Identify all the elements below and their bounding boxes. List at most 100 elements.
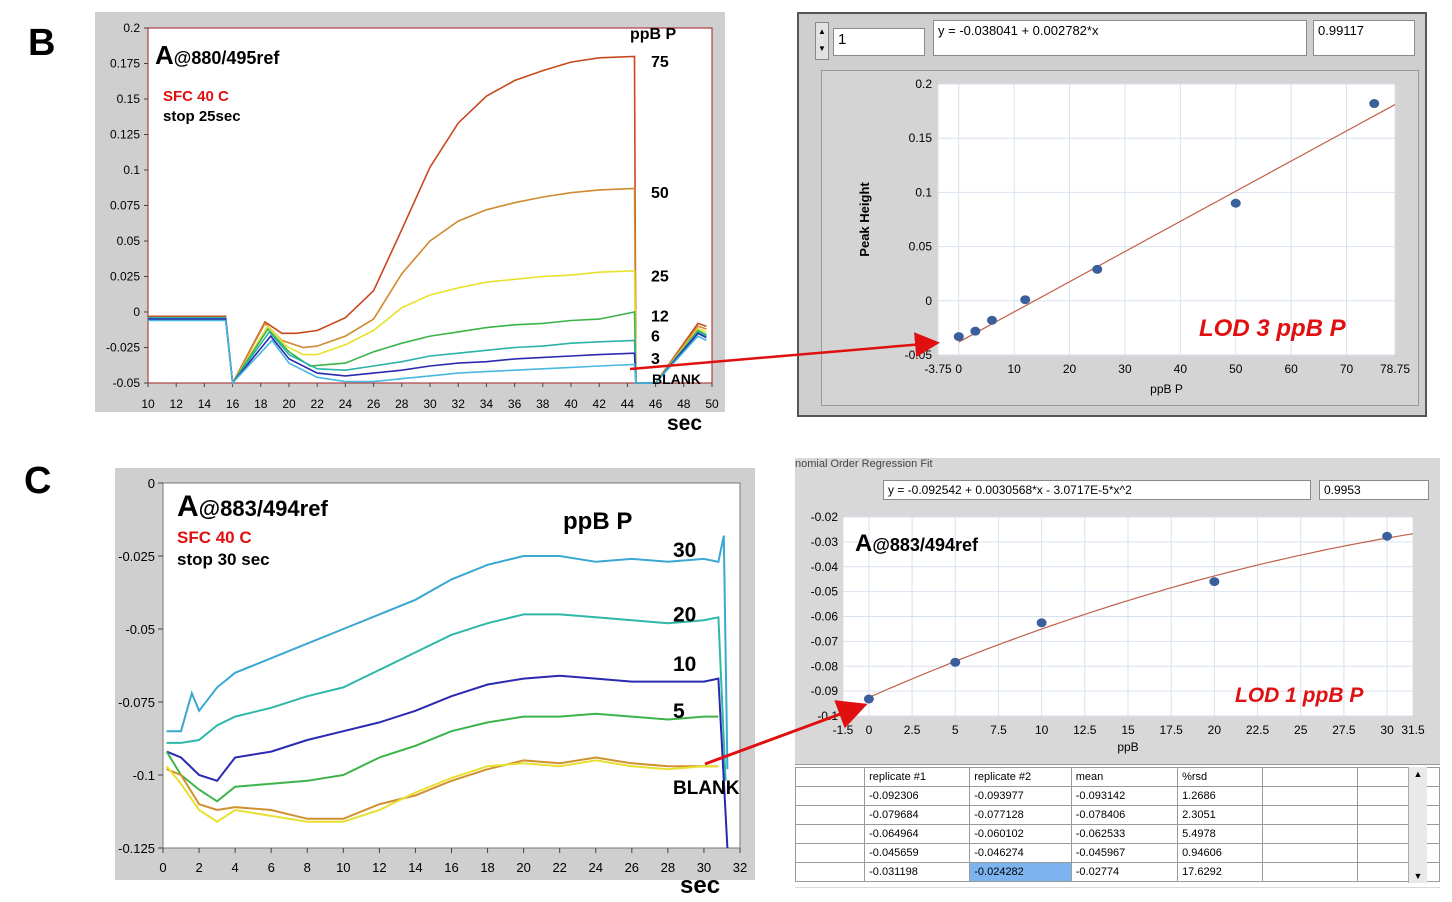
scroll-down-icon[interactable]: ▼ (1413, 871, 1423, 881)
table-empty-cell (1357, 805, 1440, 825)
y-tick-label: -0.05 (905, 348, 933, 362)
panel-c-calibration: nomial Order Regression Fit y = -0.09254… (794, 458, 1440, 888)
fit-equation-field[interactable]: y = -0.038041 + 0.002782*x (933, 20, 1307, 56)
table-cell[interactable]: -0.062533 (1070, 824, 1179, 844)
table-cell[interactable]: -0.024282 (969, 862, 1072, 882)
table-cell[interactable]: 0.94606 (1177, 843, 1264, 863)
replicate-table-header: replicate #1 replicate #2 mean %rsd (794, 767, 1440, 787)
panel-b-timecourse: 10 12 14 16 18 20 22 24 26 28 30 32 34 36 38 40 42 44 46 48… (0, 0, 730, 445)
series-label-30: 30 (673, 539, 696, 562)
y-tick-label: 0.05 (117, 234, 141, 248)
x-tick-label: 14 (198, 397, 212, 411)
x-tick-label: 2 (195, 860, 202, 875)
table-cell[interactable]: -0.079684 (864, 805, 971, 825)
table-cell[interactable]: 1.2686 (1177, 786, 1264, 806)
spin-value-field[interactable]: 1 (833, 28, 925, 56)
y-tick-label: -0.075 (118, 695, 155, 710)
table-cell[interactable]: -0.045659 (864, 843, 971, 863)
x-tick-label: 0 (159, 860, 166, 875)
x-tick-label: 22 (552, 860, 566, 875)
series-label-10: 10 (673, 653, 696, 676)
table-cell[interactable]: -0.092306 (864, 786, 971, 806)
x-tick-label: -1.5 (833, 723, 854, 737)
table-cell[interactable]: 17.6292 (1177, 862, 1264, 882)
x-tick-label: 10 (1007, 362, 1021, 376)
panel-b-annotation-red: SFC 40 C (163, 88, 229, 105)
table-cell[interactable]: -0.093142 (1070, 786, 1179, 806)
scroll-up-icon[interactable]: ▲ (1413, 769, 1423, 779)
y-tick-label: 0.2 (915, 77, 932, 91)
table-empty-header (1357, 767, 1440, 787)
table-cell[interactable]: -0.046274 (969, 843, 1072, 863)
x-tick-label: 18 (254, 397, 268, 411)
x-tick-label: 12.5 (1073, 723, 1097, 737)
table-empty-cell (1262, 786, 1359, 806)
panel-c-plot-area (162, 482, 741, 849)
series-line-20 (166, 613, 727, 781)
spin-down-icon[interactable]: ▼ (818, 44, 826, 53)
panel-b-calibration: ▲ ▼ 1 y = -0.038041 + 0.002782*x 0.99117… (797, 12, 1427, 417)
x-tick-label: 7.5 (990, 723, 1007, 737)
y-tick-label: 0.1 (123, 163, 140, 177)
table-cell[interactable]: -0.077128 (969, 805, 1072, 825)
x-tick-label: 28 (395, 397, 409, 411)
replicate-table-container: replicate #1 replicate #2 mean %rsd -0.0923… (794, 764, 1440, 887)
y-tick-label: 0.125 (110, 128, 140, 142)
panel-b-x-axis-label: sec (667, 412, 703, 435)
y-tick-label: -0.08 (811, 659, 839, 673)
table-row: -0.031198 -0.024282 -0.02774 17.6292 (794, 862, 1440, 882)
table-cell[interactable]: -0.060102 (969, 824, 1072, 844)
r-value-field[interactable]: 0.9953 (1319, 480, 1429, 500)
series-line-blank (166, 756, 719, 820)
series-line-blank (148, 319, 707, 385)
x-tick-label: 46 (649, 397, 663, 411)
table-cell[interactable]: 2.3051 (1177, 805, 1264, 825)
table-empty-cell (1357, 843, 1440, 863)
x-tick-label: 10 (336, 860, 350, 875)
table-scrollbar[interactable]: ▲ ▼ (1408, 767, 1427, 883)
panel-c-calibration-chart: -1.5 0 2.5 5 7.5 10 12.5 15 17.5 20 22.5 25 27.5 30 31… (811, 510, 1425, 754)
y-tick-label: -0.025 (106, 341, 140, 355)
y-tick-label: -0.06 (811, 610, 839, 624)
y-tick-label: 0 (148, 476, 155, 491)
x-tick-label: 30 (697, 860, 711, 875)
y-tick-label: 0.2 (123, 21, 140, 35)
y-tick-label: -0.1 (817, 709, 838, 723)
x-tick-label: 4 (232, 860, 239, 875)
y-tick-label: 0.175 (110, 57, 140, 71)
panel-b-chart-title: A@880/495ref (155, 40, 279, 71)
x-tick-label: 34 (480, 397, 494, 411)
x-tick-label: 0 (955, 362, 962, 376)
table-empty-cell (1262, 862, 1359, 882)
spin-arrows[interactable]: ▲ ▼ (815, 22, 829, 60)
x-tick-label: -3.75 (924, 362, 952, 376)
table-cell[interactable]: -0.02774 (1070, 862, 1179, 882)
table-cell[interactable]: -0.045967 (1070, 843, 1179, 863)
x-tick-label: 27.5 (1332, 723, 1356, 737)
x-tick-label: 15 (1121, 723, 1135, 737)
fit-equation-field[interactable]: y = -0.092542 + 0.0030568*x - 3.0717E-5*… (883, 480, 1311, 500)
table-empty-cell (1357, 824, 1440, 844)
y-tick-label: -0.04 (811, 560, 839, 574)
x-tick-label: 30 (423, 397, 437, 411)
series-label-6: 6 (651, 328, 660, 345)
table-cell[interactable]: -0.031198 (864, 862, 971, 882)
x-tick-label: 24 (589, 860, 603, 875)
table-cell[interactable]: 5.4978 (1177, 824, 1264, 844)
table-cell[interactable]: -0.064964 (864, 824, 971, 844)
y-tick-label: -0.125 (118, 841, 155, 856)
y-tick-label: 0.1 (915, 185, 932, 199)
panel-c-title-sub: @883/494ref (198, 496, 328, 521)
y-tick-label: -0.02 (811, 510, 839, 524)
spin-up-icon[interactable]: ▲ (818, 27, 826, 36)
table-row-index-cell (794, 843, 866, 863)
table-cell[interactable]: -0.093977 (969, 786, 1072, 806)
table-cell[interactable]: -0.078406 (1070, 805, 1179, 825)
r-value-field[interactable]: 0.99117 (1313, 20, 1415, 56)
panel-c-x-axis-label: sec (680, 872, 721, 899)
table-row-index-cell (794, 862, 866, 882)
x-axis-label: ppB P (1150, 382, 1183, 396)
x-tick-label: 2.5 (904, 723, 921, 737)
x-tick-label: 16 (444, 860, 458, 875)
table-header-cell: replicate #2 (969, 767, 1072, 787)
